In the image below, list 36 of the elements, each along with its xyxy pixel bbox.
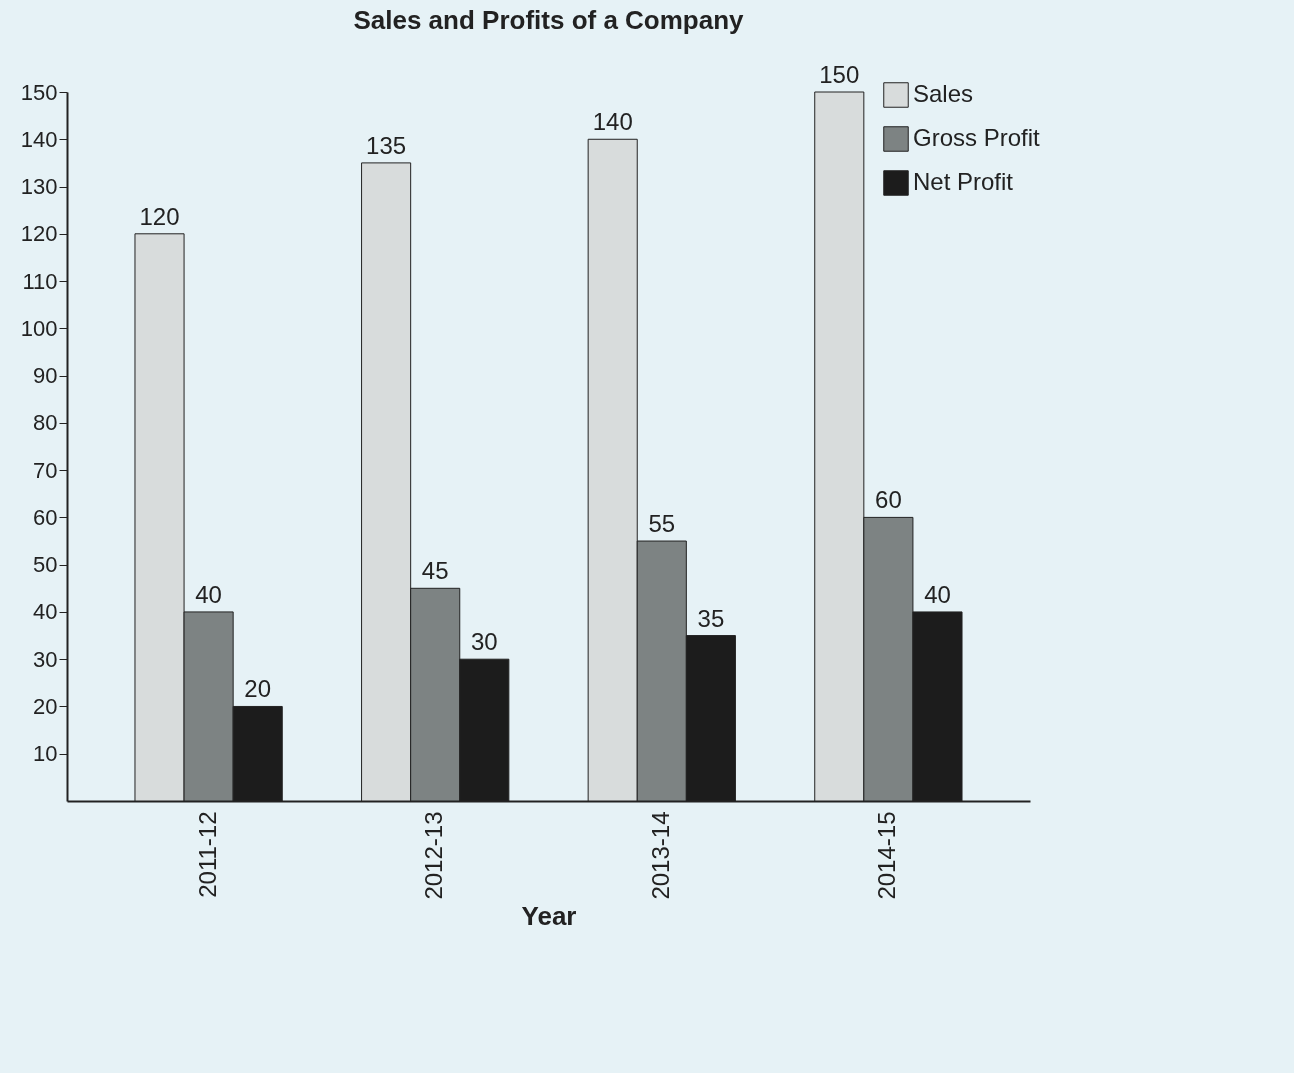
y-tick-label: 100 — [20, 315, 58, 341]
chart-title: Sales and Profits of a Company — [353, 5, 745, 35]
data-label: 150 — [819, 61, 860, 88]
legend-label: Sales — [913, 80, 974, 107]
y-tick-label: 10 — [33, 741, 58, 767]
y-tick-label: 110 — [22, 268, 58, 294]
y-tick-label: 50 — [33, 552, 58, 578]
y-tick-label: 140 — [20, 126, 58, 152]
y-tick-label: 60 — [33, 504, 58, 530]
data-label: 120 — [139, 202, 180, 230]
data-label: 35 — [697, 604, 725, 632]
y-tick-label: 120 — [20, 221, 58, 247]
y-tick-label: 40 — [33, 599, 58, 625]
y-tick-label: 130 — [20, 174, 58, 200]
y-tick-label: 70 — [33, 457, 58, 483]
y-tick-label: 30 — [33, 646, 58, 672]
data-label: 135 — [366, 131, 407, 159]
y-tick-label: 90 — [33, 363, 58, 389]
data-label: 40 — [195, 580, 222, 608]
legend-label: Net Profit — [913, 168, 1014, 195]
y-tick-label: 80 — [33, 410, 58, 436]
data-label: 45 — [421, 557, 449, 585]
data-label: 60 — [875, 486, 902, 514]
data-label: 140 — [592, 108, 633, 136]
x-tick-label: 2014-15 — [873, 811, 901, 900]
x-tick-label: 2012-13 — [420, 811, 448, 900]
y-tick-label: 150 — [20, 79, 58, 105]
data-label: 55 — [648, 510, 676, 538]
legend-label: Gross Profit — [913, 124, 1041, 151]
data-label: 30 — [470, 628, 498, 656]
data-label: 20 — [244, 675, 272, 703]
x-tick-label: 2011-12 — [193, 811, 221, 898]
x-tick-label: 2013-14 — [646, 811, 674, 900]
data-label: 40 — [924, 580, 951, 608]
y-tick-label: 20 — [33, 693, 58, 719]
x-axis-title: Year — [521, 900, 577, 931]
